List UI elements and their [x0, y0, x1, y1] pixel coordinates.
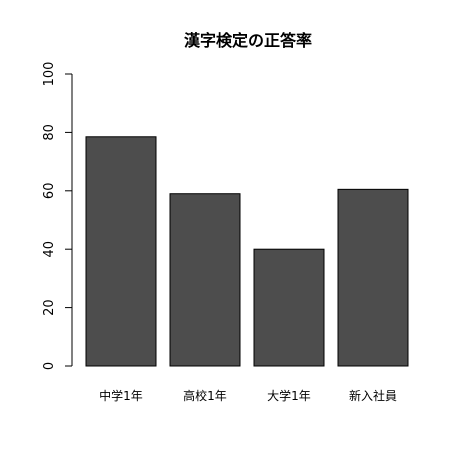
- bar: [85, 136, 157, 367]
- bar: [169, 193, 241, 367]
- x-category-label: 大学1年: [267, 388, 311, 403]
- y-tick-label: 40: [42, 241, 57, 258]
- y-tick-label: 60: [42, 183, 57, 200]
- bar: [253, 248, 325, 367]
- bar: [337, 188, 409, 367]
- x-category-label: 中学1年: [99, 388, 143, 403]
- y-tick-label: 20: [42, 299, 57, 316]
- bars-group: [85, 136, 409, 367]
- y-axis: 0 20 40 60 80 100: [42, 62, 72, 370]
- chart-title: 漢字検定の正答率: [184, 31, 312, 50]
- x-category-label: 高校1年: [183, 388, 227, 403]
- y-tick-label: 100: [42, 62, 57, 87]
- x-axis-labels: 中学1年 高校1年 大学1年 新入社員: [99, 388, 397, 403]
- y-tick-label: 0: [42, 362, 57, 370]
- y-tick-label: 80: [42, 124, 57, 141]
- x-category-label: 新入社員: [349, 388, 397, 403]
